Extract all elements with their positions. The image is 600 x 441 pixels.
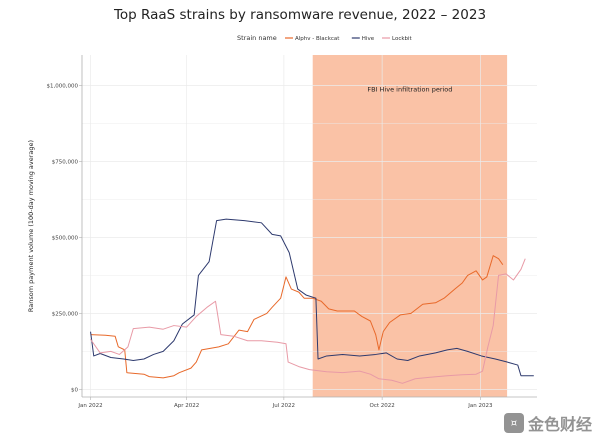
x-axis-ticks: Jan 2022 Apr 2022 Jul 2022 Oct 2022 Jan 2023 bbox=[77, 397, 493, 409]
plot-area: FBI Hive infiltration period Jan 2022 Apr… bbox=[47, 55, 537, 409]
watermark-text: 金色财经 bbox=[527, 415, 592, 434]
series-line-lockbit bbox=[90, 258, 526, 384]
watermark-logo-icon: ¤ bbox=[503, 413, 524, 433]
y-tick-label: $1,000,000 bbox=[47, 83, 79, 89]
x-tick-label: Apr 2022 bbox=[174, 403, 199, 409]
legend: Strain name Alphv - Blackcat Hive Lockbit bbox=[237, 34, 413, 42]
legend-title: Strain name bbox=[237, 34, 277, 42]
y-tick-label: $500,000 bbox=[52, 235, 79, 241]
watermark: ¤ 金色财经 bbox=[503, 411, 592, 435]
series-layer bbox=[90, 218, 534, 384]
y-tick-label: $0 bbox=[71, 387, 78, 393]
x-tick-label: Jan 2022 bbox=[77, 403, 102, 409]
x-tick-label: Jul 2022 bbox=[272, 403, 295, 409]
chart-title: Top RaaS strains by ransomware revenue, … bbox=[113, 7, 486, 23]
x-tick-label: Oct 2022 bbox=[369, 403, 394, 409]
legend-label-lockbit: Lockbit bbox=[392, 36, 413, 42]
y-tick-label: $750,000 bbox=[52, 159, 79, 165]
legend-label-hive: Hive bbox=[362, 36, 375, 42]
infiltration-period-band bbox=[312, 55, 508, 397]
y-axis-label: Ransom payment volume (100-day moving av… bbox=[27, 140, 35, 312]
series-line-alphv-blackcat bbox=[90, 255, 504, 379]
x-tick-label: Jan 2023 bbox=[467, 403, 493, 409]
series-line-hive bbox=[90, 218, 534, 377]
legend-label-alphv-blackcat: Alphv - Blackcat bbox=[295, 36, 340, 42]
y-tick-label: $250,000 bbox=[52, 311, 79, 317]
infiltration-period-label: FBI Hive infiltration period bbox=[367, 85, 452, 93]
y-axis-ticks: $0 $250,000 $500,000 $750,000 $1,000,000 bbox=[47, 83, 82, 393]
